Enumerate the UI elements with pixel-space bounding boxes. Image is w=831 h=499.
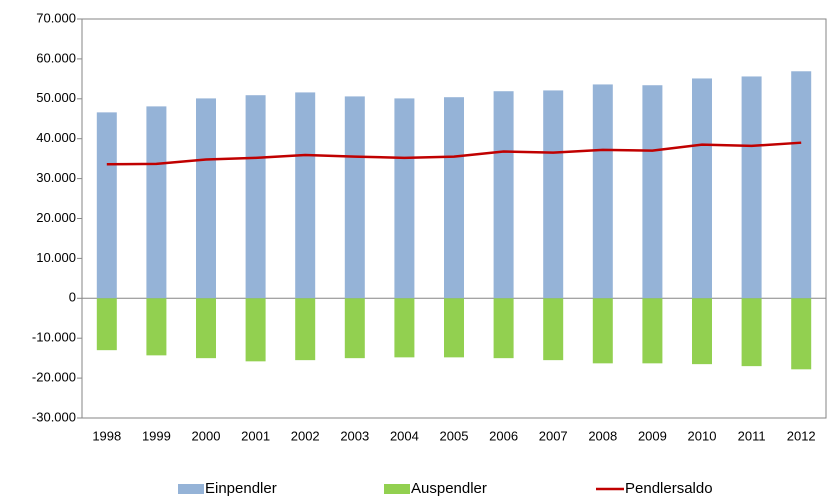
bar	[245, 298, 266, 362]
bar	[295, 92, 316, 299]
bar	[344, 96, 365, 299]
x-tick-label: 2000	[192, 428, 221, 443]
bar	[592, 298, 613, 364]
y-tick-label: 40.000	[36, 130, 76, 145]
y-tick-label: -30.000	[32, 409, 76, 424]
bar	[543, 298, 564, 361]
bar	[642, 85, 663, 299]
y-tick-label: 30.000	[36, 170, 76, 185]
bar	[493, 91, 514, 299]
y-tick-label: 50.000	[36, 90, 76, 105]
x-tick-label: 1998	[92, 428, 121, 443]
x-tick-label: 2009	[638, 428, 667, 443]
x-tick-label: 2003	[340, 428, 369, 443]
bar	[146, 106, 167, 299]
bar	[692, 298, 712, 365]
x-tick-label: 2004	[390, 428, 419, 443]
bar	[394, 298, 415, 358]
x-tick-label: 2011	[738, 428, 766, 443]
x-tick-label: 2005	[440, 428, 469, 443]
y-tick-label: -10.000	[32, 330, 76, 345]
x-tick-label: 2010	[688, 428, 717, 443]
y-tick-label: 60.000	[36, 50, 76, 65]
bar	[344, 298, 365, 359]
y-tick-label: -20.000	[32, 370, 76, 385]
x-tick-label: 1999	[142, 428, 171, 443]
x-tick-label: 2012	[787, 428, 816, 443]
x-tick-label: 2002	[291, 428, 320, 443]
bar	[295, 298, 316, 361]
y-tick-label: 10.000	[36, 250, 76, 265]
bar	[196, 298, 216, 359]
bar	[592, 84, 613, 299]
bar	[791, 71, 812, 299]
bar	[96, 112, 117, 299]
x-tick-label: 2008	[588, 428, 617, 443]
legend-label: Pendlersaldo	[625, 480, 713, 497]
bar	[692, 78, 712, 299]
bar	[444, 298, 464, 358]
bar	[543, 90, 564, 299]
bar	[146, 298, 167, 356]
bar	[493, 298, 514, 359]
line	[106, 141, 802, 166]
bar	[642, 298, 663, 364]
y-tick-label: 20.000	[36, 210, 76, 225]
bar	[741, 298, 762, 367]
bar	[791, 298, 812, 370]
bar	[394, 98, 415, 299]
legend-label: Einpendler	[205, 480, 277, 497]
x-tick-label: 2007	[539, 428, 568, 443]
bar	[444, 97, 464, 299]
y-tick-label: 0	[69, 290, 76, 305]
x-tick-label: 2006	[489, 428, 518, 443]
bar	[741, 76, 762, 299]
x-tick-label: 2001	[241, 428, 270, 443]
legend-label: Auspendler	[411, 480, 487, 497]
bar	[245, 95, 266, 299]
bar	[96, 298, 117, 351]
bar	[196, 98, 216, 299]
legend-swatch	[178, 484, 204, 494]
y-tick-label: 70.000	[36, 10, 76, 25]
legend-swatch	[384, 484, 410, 494]
